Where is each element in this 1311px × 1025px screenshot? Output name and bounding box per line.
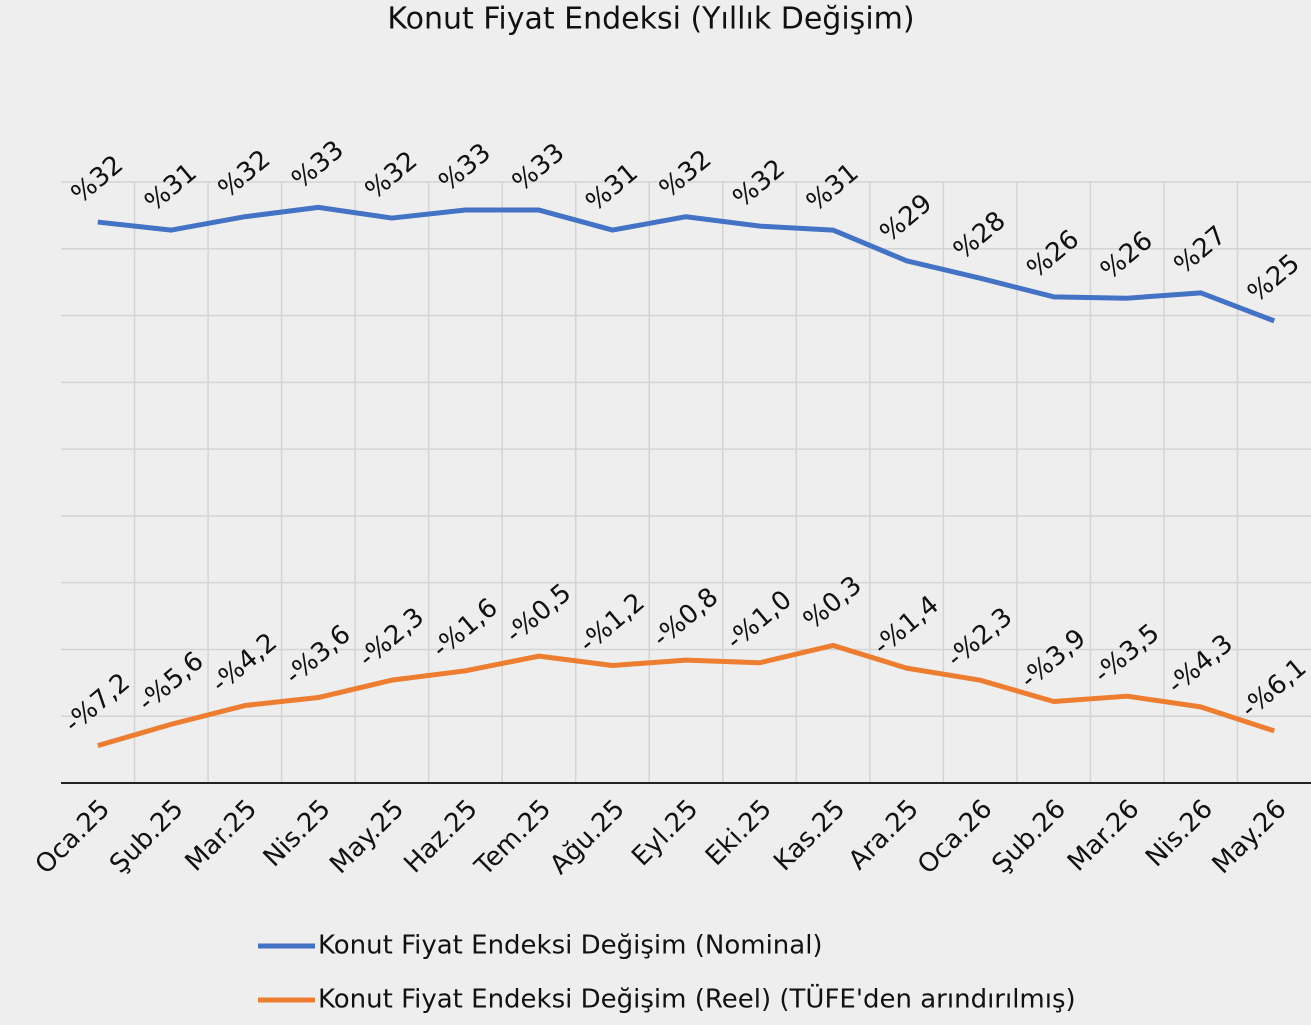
chart-title: Konut Fiyat Endeksi (Yıllık Değişim) <box>387 2 914 37</box>
series-line <box>97 642 1276 749</box>
legend-label: Konut Fiyat Endeksi Değişim (Reel) (TÜFE… <box>318 983 1076 1015</box>
legend-label: Konut Fiyat Endeksi Değişim (Nominal) <box>318 931 823 961</box>
series-line <box>97 204 1276 324</box>
